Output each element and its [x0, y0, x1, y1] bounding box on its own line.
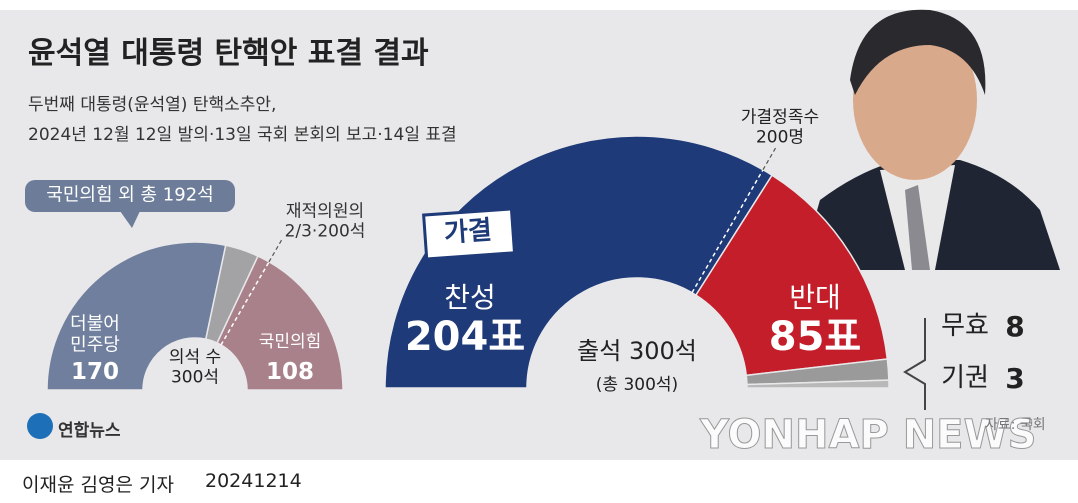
- donut: [384, 135, 890, 389]
- threshold-line: [220, 261, 270, 346]
- badge: 가결: [443, 215, 493, 249]
- value-label: 8: [1005, 309, 1025, 343]
- category-label: 기권: [941, 363, 989, 394]
- slice: [46, 241, 227, 391]
- logo-mark: [27, 413, 53, 439]
- threshold-line: [268, 237, 284, 263]
- center-label: 의석 수 300석: [168, 347, 222, 387]
- photo: [800, 9, 1060, 270]
- watermark: YONHAP NEWS: [699, 412, 1037, 459]
- slice: [746, 379, 890, 389]
- category-label: 무효: [941, 311, 989, 342]
- value-label: 85표: [768, 314, 862, 360]
- center-label: 출석 300석: [577, 337, 697, 366]
- slice: [694, 174, 889, 377]
- title: 윤석열 대통령 탄핵안 표결 결과: [28, 36, 429, 71]
- threshold-label: 재적의원의 2/3·200석: [284, 201, 366, 241]
- bracket: [903, 318, 926, 410]
- source: 자료: 국회: [985, 417, 1046, 433]
- credit: 이재윤 김영은 기자: [22, 474, 174, 496]
- category-label: 반대: [789, 280, 841, 314]
- callout-pointer: [120, 211, 140, 228]
- value-label: 3: [1005, 361, 1025, 395]
- callout-bubble: [25, 180, 235, 212]
- value-label: 204표: [404, 314, 526, 360]
- slice: [216, 255, 344, 391]
- subtitle: 2024년 12월 12일 발의·13일 국회 본회의 보고·14일 표결: [28, 125, 457, 145]
- badge-box: [422, 207, 517, 261]
- date: 20241214: [205, 470, 302, 492]
- logo: 연합뉴스: [58, 421, 121, 441]
- category-label: 더불어 민주당: [70, 313, 120, 355]
- category-label: 찬성: [444, 280, 496, 314]
- annotation: 국민의힘 외 총 192석: [46, 184, 214, 206]
- value-label: 108: [265, 358, 315, 385]
- category-label: 국민의힘: [258, 332, 322, 353]
- donut: [46, 237, 344, 391]
- value-label: 170: [70, 358, 120, 385]
- threshold-line: [691, 169, 764, 294]
- threshold-line: [762, 145, 778, 171]
- subtitle: 두번째 대통령(윤석열) 탄핵소추안,: [28, 95, 277, 115]
- center-label: (총 300석): [595, 375, 679, 396]
- threshold-label: 가결정족수 200명: [740, 107, 820, 147]
